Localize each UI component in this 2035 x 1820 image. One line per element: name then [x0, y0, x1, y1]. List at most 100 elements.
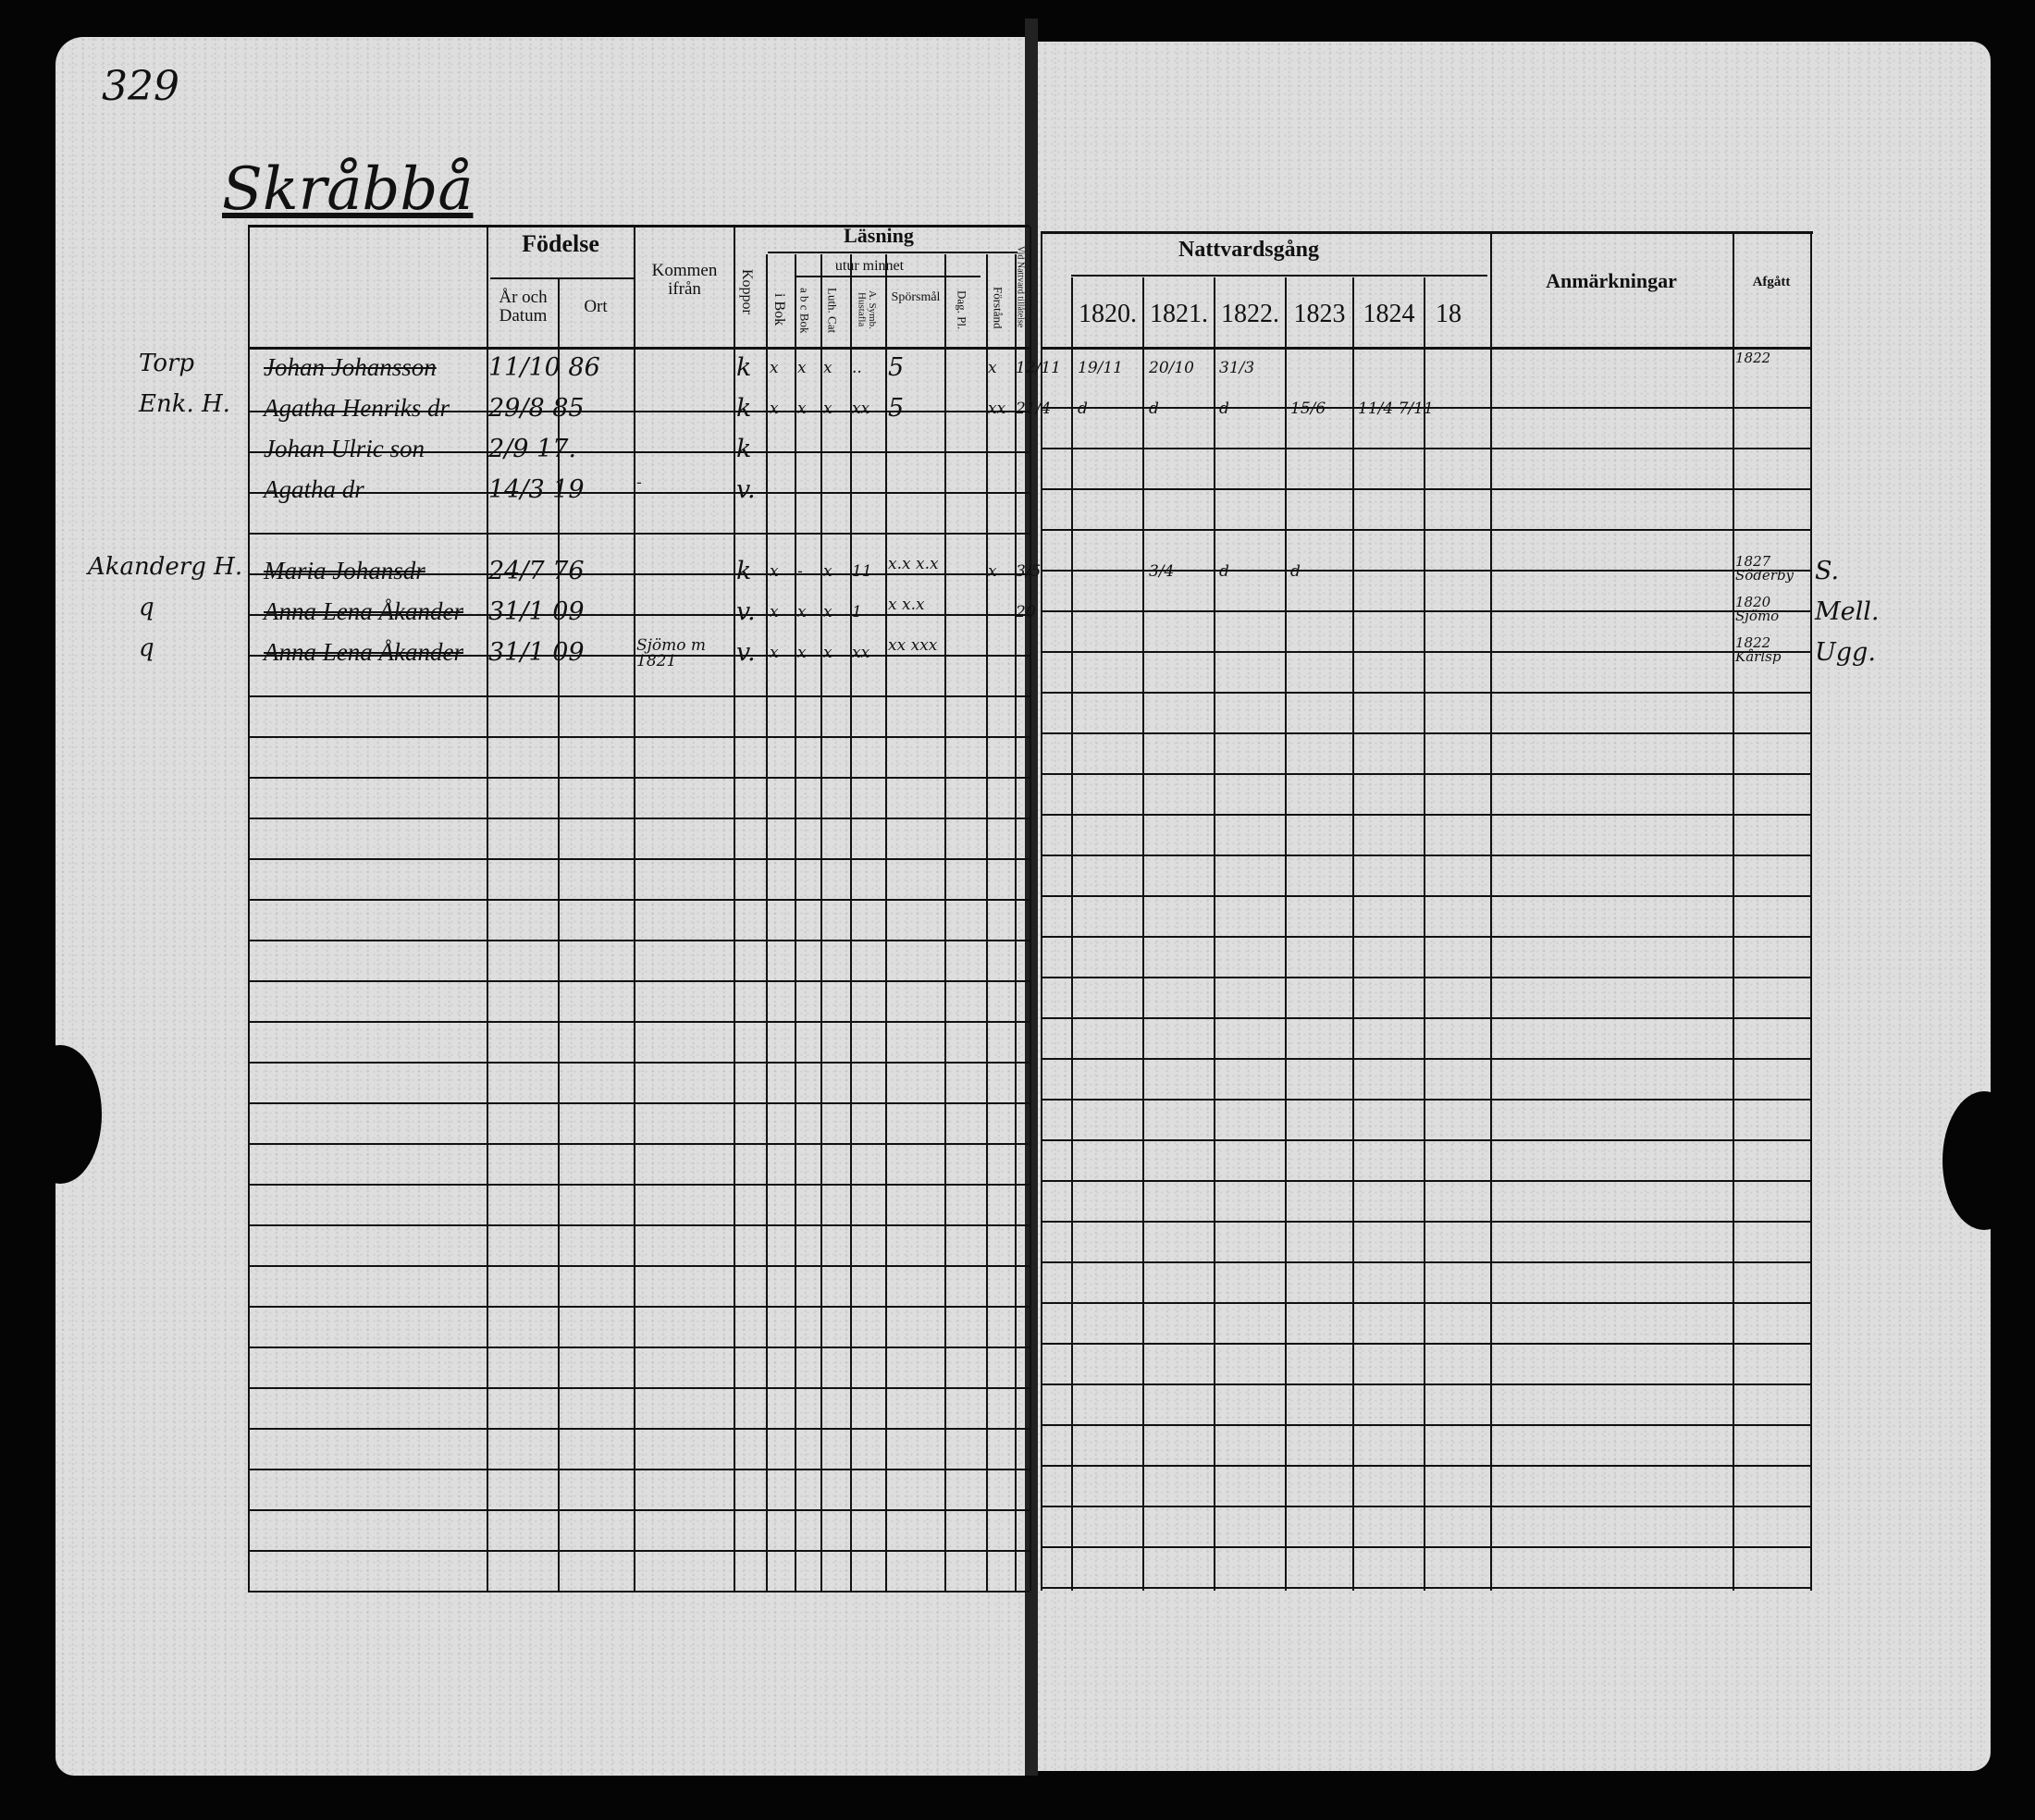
entry-year: 31/1 09 — [488, 638, 585, 667]
entry-afgatt: 1822 — [1735, 350, 1771, 366]
header-ar-och-datum: År och Datum — [499, 288, 548, 326]
header-lasning: Läsning — [844, 224, 914, 247]
entry-luth: x — [823, 400, 832, 418]
header-ort: Ort — [584, 297, 608, 316]
entry-luth: x — [823, 644, 832, 662]
header-dag-pl: Dag. Pl. — [955, 289, 969, 330]
header-year-18: 18 — [1436, 300, 1462, 328]
entry-y1822: d — [1219, 562, 1229, 581]
header-a-symb: A. Symb. Hustafla — [856, 290, 879, 329]
margin-note: q — [139, 594, 154, 621]
row-rule — [248, 573, 1030, 575]
entry-luth: x — [823, 562, 832, 581]
right-page — [1038, 42, 1991, 1771]
entry-year: 11/10 86 — [488, 353, 600, 382]
row-rule — [1041, 1058, 1810, 1060]
page-edge-notch-left — [18, 1045, 102, 1184]
row-rule — [248, 940, 1030, 941]
margin-note: Torp — [139, 350, 195, 377]
header-sporsmal: Spörsmål — [891, 290, 941, 304]
entry-koppor: k — [736, 435, 752, 463]
column-rule — [487, 227, 488, 1591]
row-rule — [1041, 347, 1810, 350]
row-rule — [248, 1143, 1030, 1145]
row-rule — [1041, 1099, 1810, 1101]
row-rule — [1041, 610, 1810, 612]
row-rule — [248, 695, 1030, 697]
column-rule — [1214, 277, 1215, 1591]
entry-afgatt: 1820 Sjömo — [1735, 594, 1780, 624]
column-rule — [795, 254, 796, 1591]
row-rule — [1041, 1465, 1810, 1467]
page-edge-notch-right — [1942, 1091, 2026, 1230]
entry-luth: x — [823, 359, 832, 377]
column-rule — [634, 227, 635, 1591]
entry-y1821: d — [1149, 400, 1159, 418]
entry-koppor: k — [736, 394, 752, 423]
utur-minnet-subrule — [796, 276, 980, 277]
entry-abc: x — [797, 603, 807, 621]
row-rule — [1041, 855, 1810, 856]
entry-asymb: 11 — [852, 562, 872, 581]
entry-spors: x x.x — [888, 596, 925, 614]
row-rule — [248, 1509, 1030, 1511]
entry-kommen: Sjömo m 1821 — [636, 636, 707, 670]
entry-abc: x — [797, 359, 807, 377]
row-rule — [1041, 1180, 1810, 1182]
entry-ibok: x — [770, 603, 779, 621]
place-title: Skråbbå — [222, 155, 474, 224]
margin-note: Enk. H. — [139, 390, 230, 418]
row-rule — [1041, 529, 1810, 531]
header-utur-minnet: utur minnet — [834, 258, 905, 274]
row-rule — [1041, 1343, 1810, 1345]
entry-name: Johan Johansson — [264, 353, 437, 381]
entry-afgatt: 1822 Kårlsp — [1735, 634, 1782, 665]
row-rule — [248, 818, 1030, 819]
column-rule — [1733, 231, 1734, 1591]
column-rule — [1015, 254, 1017, 1591]
entry-asymb: xx — [852, 644, 870, 662]
entry-afgatt-note: Ugg. — [1815, 638, 1876, 667]
row-rule — [248, 1469, 1030, 1470]
row-rule — [1041, 1139, 1810, 1141]
column-rule — [248, 227, 250, 1591]
entry-spors: 5 — [888, 394, 905, 423]
column-rule — [986, 254, 988, 1591]
header-i-bok: i Bok — [771, 293, 787, 326]
row-rule — [1041, 732, 1810, 734]
entry-abc: x — [797, 644, 807, 662]
entry-abc: - — [797, 562, 803, 581]
column-rule — [1041, 231, 1042, 1591]
margin-note: Akanderg H. — [88, 553, 243, 581]
entry-name: Maria Johansdr — [264, 557, 426, 584]
entry-spors: xx xxx — [888, 636, 938, 655]
entry-name: Agatha Henriks dr — [264, 394, 450, 422]
row-rule — [1041, 1261, 1810, 1263]
entry-ibok: x — [770, 400, 779, 418]
entry-koppor: k — [736, 353, 752, 382]
column-rule — [885, 254, 887, 1591]
column-rule — [1071, 277, 1073, 1591]
row-rule — [1041, 407, 1810, 409]
entry-koppor: v. — [736, 638, 756, 667]
entry-y1823: d — [1290, 562, 1301, 581]
row-rule — [248, 736, 1030, 738]
header-vid-nattvard: Vid Nattvard tillåtelse — [1015, 245, 1026, 328]
row-rule — [1041, 895, 1810, 897]
row-rule — [248, 1021, 1030, 1023]
row-rule — [248, 1550, 1030, 1552]
entry-ibok: x — [770, 644, 779, 662]
entry-year: 24/7 76 — [488, 557, 585, 585]
entry-forst: x — [988, 359, 997, 377]
entry-vid: 12/11 — [1016, 359, 1061, 377]
page-number: 329 — [102, 63, 179, 110]
header-year-1824: 1824 — [1363, 300, 1415, 328]
row-rule — [1041, 773, 1810, 775]
entry-spors: 5 — [888, 353, 905, 382]
entry-year: 29/8 85 — [488, 394, 585, 423]
entry-forst: x — [988, 562, 997, 581]
book-spine — [1025, 18, 1038, 1776]
row-rule — [248, 1591, 1030, 1592]
entry-year: 14/3 19 — [488, 475, 585, 504]
entry-afgatt-note: Mell. — [1815, 597, 1880, 626]
